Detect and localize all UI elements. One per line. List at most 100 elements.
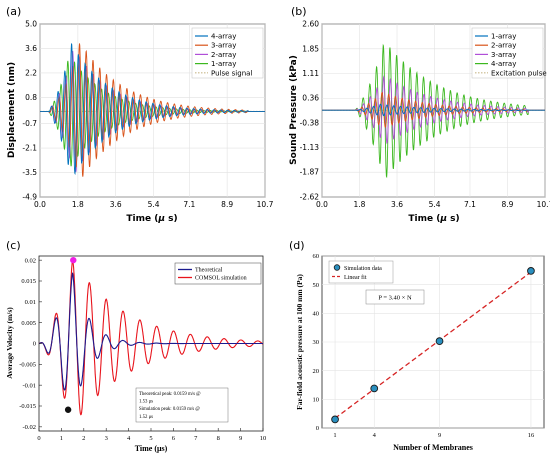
b-y-tick-label: -2.62 — [300, 193, 320, 202]
panel-a-x-label: Time (μ s) — [126, 214, 177, 224]
a-y-tick-label: -3.5 — [22, 168, 37, 177]
a-legend-label: Pulse signal — [211, 69, 252, 77]
b-series-line — [322, 75, 545, 144]
panel-d-y-label: Far-field acoustic pressure at 100 mm (P… — [295, 274, 304, 410]
c-annotation-line: Theoretical peak: 0.0159 m/s @ — [139, 392, 201, 397]
panel-c-series — [38, 256, 264, 416]
a-y-tick-label: -2.1 — [22, 144, 37, 153]
panel-b-y-ticks: 2.60 1.85 1.11 0.36 -0.38 -1.13 -1.87 -2.62 — [300, 20, 320, 202]
panel-d-y-ticks: 0 10 20 30 40 50 60 — [313, 253, 320, 432]
c-x-tick-label: 0 — [37, 435, 40, 442]
panel-a-tag: (a) — [6, 5, 21, 18]
c-y-tick-label: -0.01 — [22, 382, 36, 389]
c-x-tick-label: 3 — [105, 435, 108, 442]
b-legend-label: 2-array — [491, 42, 516, 50]
c-y-tick-label: -0.005 — [19, 362, 36, 369]
b-x-tick-label: 7.1 — [464, 200, 476, 209]
c-x-tick-label: 6 — [172, 435, 176, 442]
c-annotation-box — [135, 387, 229, 423]
d-data-point — [527, 267, 535, 275]
a-x-tick-label: 10.7 — [257, 200, 274, 209]
c-x-tick-label: 1 — [60, 435, 63, 442]
a-y-tick-label: 5.0 — [25, 20, 37, 29]
b-series-line — [322, 103, 545, 117]
d-x-tick-label: 4 — [373, 432, 377, 439]
b-legend-label: Excitation pulse — [491, 69, 547, 77]
b-y-tick-label: 2.60 — [302, 20, 319, 29]
panel-c-tag: (c) — [6, 239, 21, 252]
a-x-tick-label: 3.6 — [110, 200, 122, 209]
c-legend-label: Theoretical — [195, 268, 223, 274]
a-legend-label: 1-array — [211, 60, 236, 68]
b-y-tick-label: 0.36 — [302, 94, 319, 103]
c-x-tick-label: 7 — [194, 435, 198, 442]
c-y-tick-label: 0 — [33, 341, 36, 348]
c-y-tick-label: 0.005 — [21, 320, 36, 327]
panel-b-x-label: Time (μ s) — [408, 214, 459, 224]
b-y-tick-label: 1.11 — [302, 69, 319, 78]
c-y-tick-label: 0.015 — [21, 278, 36, 285]
d-legend-box — [328, 260, 394, 284]
b-y-tick-label: -0.38 — [300, 118, 320, 127]
c-x-tick-label: 9 — [239, 435, 242, 442]
c-marker-simulation-peak — [64, 406, 72, 413]
c-x-tick-label: 2 — [82, 435, 85, 442]
b-series-line — [322, 43, 545, 179]
panel-a-y-label: Displacement (nm) — [7, 62, 17, 158]
panel-b-tag: (b) — [291, 5, 307, 18]
c-legend-label: COMSOL simulation — [195, 276, 247, 282]
b-x-tick-label: 3.6 — [391, 200, 403, 209]
d-y-tick-label: 10 — [313, 397, 320, 404]
a-y-tick-label: 2.2 — [25, 68, 37, 77]
d-data-point — [370, 384, 379, 393]
c-y-tick-label: 0.02 — [25, 257, 36, 264]
b-legend-label: 1-array — [491, 33, 516, 41]
a-x-tick-label: 1.8 — [72, 200, 84, 209]
c-y-tick-label: -0.015 — [19, 403, 36, 410]
panel-b-series — [322, 43, 545, 179]
b-x-tick-label: 1.8 — [354, 200, 366, 209]
panel-d: (d) 1 4 9 16 0 10 20 30 40 50 60 Number of Membra… — [289, 239, 545, 452]
panel-d-grid — [322, 255, 544, 429]
d-y-tick-label: 50 — [313, 282, 320, 289]
d-data-point — [435, 337, 444, 345]
d-x-tick-label: 1 — [333, 432, 336, 439]
panel-c-y-label: Average Velocity (m/s) — [5, 307, 14, 379]
b-x-tick-label: 8.9 — [502, 200, 514, 209]
panel-c-legend: Theoretical COMSOL simulation — [174, 262, 262, 285]
d-y-tick-label: 40 — [313, 311, 320, 318]
a-y-tick-label: -4.9 — [22, 193, 37, 202]
b-y-tick-label: 1.85 — [302, 44, 319, 53]
panel-d-equation: P = 3.40 × N — [365, 289, 425, 305]
a-y-tick-label: 0.8 — [25, 93, 37, 102]
c-x-tick-label: 8 — [217, 435, 220, 442]
a-y-tick-label: 3.6 — [25, 44, 37, 53]
panel-d-legend: Simulation data Linear fit — [328, 260, 394, 284]
d-equation-box — [365, 289, 425, 305]
b-x-tick-label: 0.0 — [316, 200, 328, 209]
panel-c-y-ticks: 0.02 0.015 0.01 0.005 0 -0.005 -0.01 -0.015 -0.0… — [19, 257, 42, 431]
a-x-tick-label: 5.4 — [148, 200, 160, 209]
a-legend-label: 2-array — [211, 51, 236, 59]
b-y-tick-label: -1.87 — [300, 168, 320, 177]
a-x-tick-label: 0.0 — [34, 200, 46, 209]
panel-d-tag: (d) — [289, 239, 305, 252]
b-legend-label: 3-array — [491, 51, 516, 59]
d-legend-label: Linear fit — [344, 274, 367, 281]
b-x-tick-label: 5.4 — [429, 200, 441, 209]
d-y-tick-label: 30 — [313, 339, 320, 346]
d-legend-marker — [333, 264, 341, 271]
d-equation-text: P = 3.40 × N — [378, 295, 412, 302]
c-annotation-line: 1.53 μs — [139, 400, 153, 405]
panel-b: (b) 0.0 1.8 3.6 5.4 7.1 8.9 10.7 2.60 1.85 1.11 0… — [289, 5, 550, 224]
d-linear-fit-line — [334, 271, 532, 419]
c-annotation-line: Simulation peak: 0.0159 m/s @ — [139, 407, 200, 412]
panel-a-series — [40, 43, 265, 177]
a-x-tick-label: 8.9 — [221, 200, 233, 209]
c-marker-theoretical-peak — [70, 256, 77, 264]
panel-d-x-ticks: 1 4 9 16 — [333, 432, 535, 439]
c-x-tick-label: 4 — [127, 435, 131, 442]
panel-b-grid — [321, 23, 546, 198]
d-y-tick-label: 20 — [313, 368, 320, 375]
